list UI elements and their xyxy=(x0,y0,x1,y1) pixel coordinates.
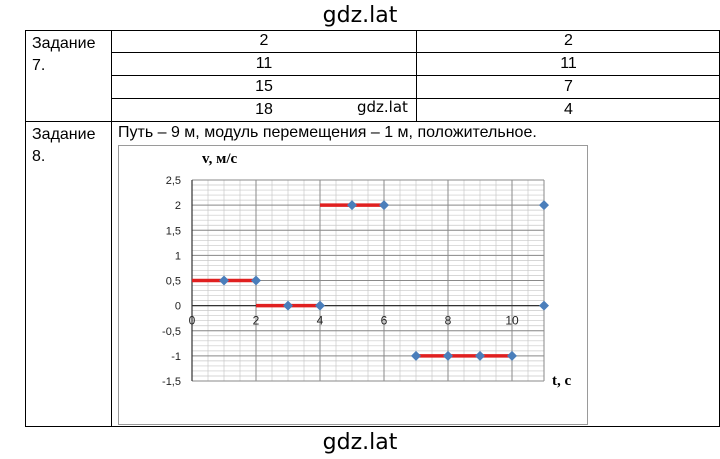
table-cell: 15 xyxy=(255,78,273,95)
x-tick-label: 2 xyxy=(253,314,260,328)
table-row-line xyxy=(111,98,720,99)
watermark-bottom: gdz.lat xyxy=(322,430,398,455)
y-axis-label: v, м/с xyxy=(202,151,238,167)
table-cell: 18 xyxy=(255,101,273,118)
table-row-line xyxy=(111,75,720,76)
x-tick-label: 6 xyxy=(381,314,388,328)
data-point xyxy=(539,300,549,311)
table-divider-label xyxy=(111,30,112,427)
table-row-line xyxy=(111,52,720,53)
data-point xyxy=(443,350,453,361)
table-cell: 2 xyxy=(564,32,573,49)
x-tick-label: 10 xyxy=(505,314,519,328)
chart-svg: 2,5 2 1,5 1 0,5 0 -0,5 -1 -1,5 0 2 4 6 8 10 v, м/с t, с xyxy=(162,151,571,389)
y-tick-label: 0,5 xyxy=(166,276,181,288)
task7-label: Задание 7. xyxy=(32,35,96,74)
y-tick-label: 2,5 xyxy=(166,175,181,187)
x-axis-label: t, с xyxy=(552,373,571,389)
data-point xyxy=(347,200,357,211)
data-point xyxy=(283,300,293,311)
x-tick-label: 8 xyxy=(445,314,452,328)
y-tick-label: 1,5 xyxy=(166,225,181,237)
data-point xyxy=(379,200,389,211)
x-tick-label: 0 xyxy=(189,314,196,328)
task8-answer: Путь – 9 м, модуль перемещения – 1 м, по… xyxy=(118,124,537,141)
velocity-chart: 2,5 2 1,5 1 0,5 0 -0,5 -1 -1,5 0 2 4 6 8 10 v, м/с t, с xyxy=(118,145,588,425)
data-point xyxy=(315,300,325,311)
table-cell: 7 xyxy=(564,78,573,95)
watermark-table: gdz.lat xyxy=(357,98,408,116)
data-point xyxy=(475,350,485,361)
data-point xyxy=(251,275,261,286)
table-cell: 11 xyxy=(255,55,273,72)
data-point xyxy=(507,350,517,361)
x-tick-label: 4 xyxy=(317,314,324,328)
y-tick-label: 2 xyxy=(175,200,181,212)
table-cell: 2 xyxy=(259,32,269,49)
y-tick-label: -1 xyxy=(171,351,181,363)
table-cell: 11 xyxy=(560,55,577,72)
watermark-top: gdz.lat xyxy=(322,3,398,28)
table-section-line xyxy=(25,121,720,122)
data-point xyxy=(411,350,421,361)
data-point xyxy=(539,200,549,211)
task8-label: Задание 8. xyxy=(32,126,96,165)
table-cell: 4 xyxy=(564,101,573,118)
data-point xyxy=(219,275,229,286)
y-tick-label: -1,5 xyxy=(162,376,181,388)
y-tick-label: 1 xyxy=(175,250,181,262)
y-tick-label: -0,5 xyxy=(162,326,181,338)
y-tick-label: 0 xyxy=(175,301,181,313)
